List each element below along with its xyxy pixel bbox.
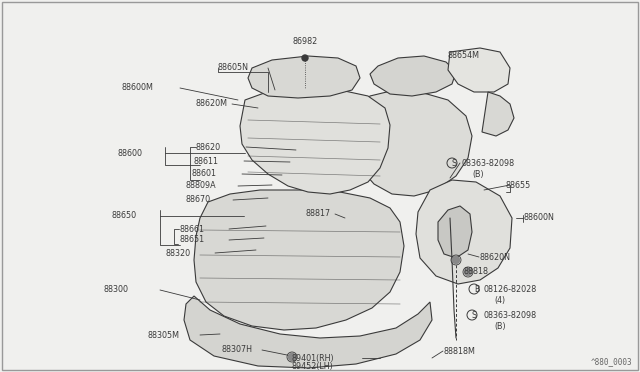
Text: 89452(LH): 89452(LH) [292, 362, 333, 372]
Polygon shape [438, 206, 472, 258]
Text: 88320: 88320 [165, 248, 190, 257]
Text: 88600: 88600 [117, 148, 142, 157]
Text: 88601: 88601 [191, 170, 216, 179]
Polygon shape [240, 88, 390, 194]
Text: 88650: 88650 [112, 212, 137, 221]
Text: 89401(RH): 89401(RH) [292, 353, 335, 362]
Text: 86982: 86982 [292, 38, 317, 46]
Text: 88307H: 88307H [222, 346, 253, 355]
Text: 08363-82098: 08363-82098 [484, 311, 537, 320]
Text: S: S [472, 311, 477, 320]
Polygon shape [194, 190, 404, 330]
Polygon shape [355, 90, 472, 196]
Text: B: B [474, 285, 479, 294]
Text: ^880_0003: ^880_0003 [590, 357, 632, 366]
Text: 08363-82098: 08363-82098 [462, 158, 515, 167]
Polygon shape [482, 92, 514, 136]
Circle shape [289, 353, 296, 360]
Text: (B): (B) [472, 170, 484, 179]
Text: 88817: 88817 [305, 209, 330, 218]
Text: 88809A: 88809A [186, 182, 216, 190]
Text: S: S [452, 158, 457, 167]
Text: 88661: 88661 [179, 224, 204, 234]
Text: 88305M: 88305M [148, 330, 180, 340]
Text: (B): (B) [494, 321, 506, 330]
Text: 88655: 88655 [506, 180, 531, 189]
Text: 88600M: 88600M [122, 83, 154, 93]
Polygon shape [248, 56, 360, 98]
Circle shape [465, 269, 472, 276]
Text: 88611: 88611 [193, 157, 218, 166]
Text: 88818: 88818 [464, 267, 489, 276]
Polygon shape [416, 180, 512, 284]
Text: 88600N: 88600N [523, 214, 554, 222]
Circle shape [302, 55, 308, 61]
Text: 88670: 88670 [185, 196, 210, 205]
Polygon shape [184, 296, 432, 368]
Text: 88620M: 88620M [196, 99, 228, 109]
Text: (4): (4) [494, 295, 505, 305]
Text: 88300: 88300 [104, 285, 129, 295]
Circle shape [452, 257, 460, 263]
Text: 88818M: 88818M [443, 346, 475, 356]
Text: 88620N: 88620N [479, 253, 510, 262]
Text: 08126-82028: 08126-82028 [484, 285, 537, 294]
Text: 88651: 88651 [179, 235, 204, 244]
Polygon shape [370, 56, 456, 96]
Text: 88620: 88620 [196, 142, 221, 151]
Polygon shape [448, 48, 510, 92]
Text: 88654M: 88654M [447, 51, 479, 60]
Text: 88605N: 88605N [218, 64, 249, 73]
